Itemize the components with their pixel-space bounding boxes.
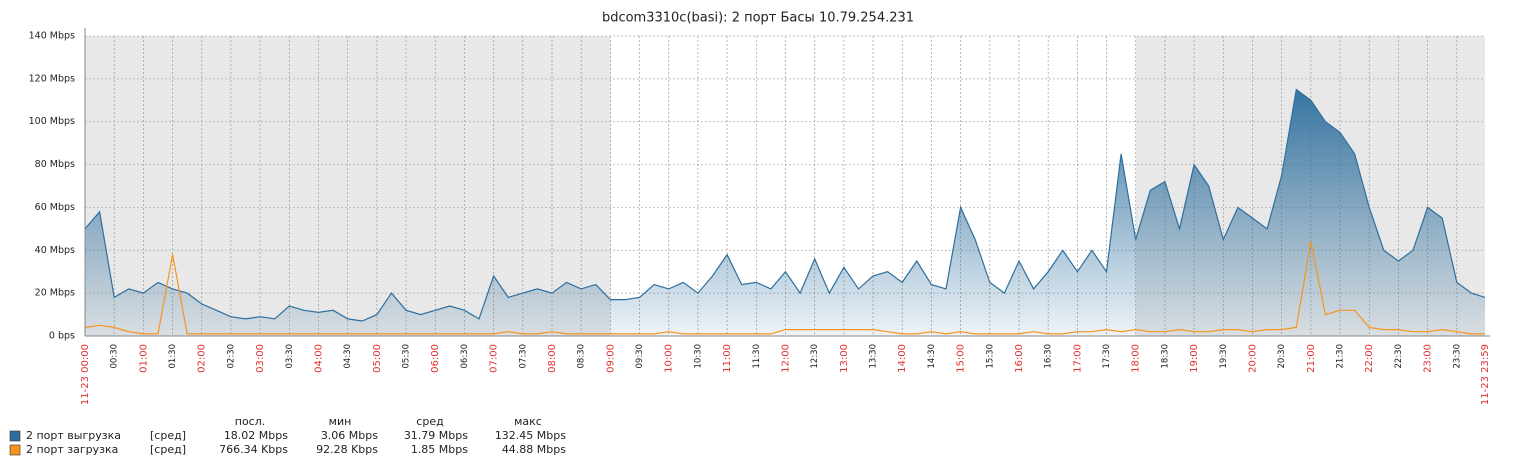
series-area <box>85 89 1485 336</box>
legend-name: 2 порт выгрузка <box>26 429 121 442</box>
x-tick-label: 08:30 <box>577 344 587 369</box>
x-tick-label: 15:30 <box>985 344 995 369</box>
x-tick-label: 04:30 <box>343 344 353 369</box>
y-tick-label: 20 Mbps <box>35 288 75 299</box>
x-tick-label: 14:30 <box>927 344 937 369</box>
legend-stat: 18.02 Mbps <box>224 429 288 442</box>
x-tick-label: 01:30 <box>168 344 178 369</box>
x-tick-label: 18:00 <box>1131 344 1142 373</box>
x-tick-label: 17:00 <box>1072 344 1083 373</box>
series-line <box>84 241 1485 335</box>
x-tick-label: 23:00 <box>1423 344 1434 373</box>
x-tick-label: 21:00 <box>1306 344 1317 373</box>
series-line <box>84 88 1486 322</box>
x-tick-label: 09:00 <box>605 344 616 373</box>
x-tick-label: 12:00 <box>780 344 791 373</box>
x-edge-label: 11-23 23:59 <box>1480 344 1491 405</box>
legend-swatch <box>9 430 21 442</box>
x-tick-label: 11:00 <box>722 344 733 373</box>
x-tick-label: 07:00 <box>489 344 500 373</box>
x-tick-label: 10:30 <box>693 344 703 369</box>
legend-stat: 92.28 Kbps <box>316 443 378 456</box>
x-tick-label: 02:30 <box>226 344 236 369</box>
x-tick-label: 22:00 <box>1364 344 1375 373</box>
chart-title: bdcom3310c(basi): 2 порт Басы 10.79.254.… <box>602 11 914 26</box>
y-tick-label: 100 Mbps <box>29 116 75 127</box>
x-tick-label: 05:30 <box>402 344 412 369</box>
legend-stat: 3.06 Mbps <box>321 429 378 442</box>
legend-function: [сред] <box>150 429 186 442</box>
y-tick-label: 40 Mbps <box>35 245 75 256</box>
legend-stat: 44.88 Mbps <box>502 443 566 456</box>
x-tick-label: 03:30 <box>285 344 295 369</box>
legend-stat: 1.85 Mbps <box>411 443 468 456</box>
x-tick-label: 01:00 <box>138 344 149 373</box>
x-tick-label: 04:00 <box>313 344 324 373</box>
y-tick-label: 0 bps <box>49 331 75 342</box>
legend-swatch <box>9 444 21 456</box>
x-tick-label: 20:30 <box>1277 344 1287 369</box>
x-tick-label: 11:30 <box>752 344 762 369</box>
y-tick-label: 80 Mbps <box>35 159 75 170</box>
legend-stat: 132.45 Mbps <box>495 429 566 442</box>
x-tick-label: 09:30 <box>635 344 645 369</box>
x-tick-label: 13:30 <box>869 344 879 369</box>
x-tick-label: 00:30 <box>110 344 120 369</box>
y-tick-label: 140 Mbps <box>29 31 75 42</box>
legend-name: 2 порт загрузка <box>26 443 118 456</box>
x-tick-label: 03:00 <box>255 344 266 373</box>
x-tick-label: 13:00 <box>839 344 850 373</box>
x-tick-label: 12:30 <box>810 344 820 369</box>
x-tick-label: 02:00 <box>197 344 208 373</box>
legend-header: мин <box>329 415 352 428</box>
x-tick-label: 17:30 <box>1102 344 1112 369</box>
x-tick-label: 06:00 <box>430 344 441 373</box>
legend-header: посл. <box>235 415 266 428</box>
x-tick-label: 14:00 <box>897 344 908 373</box>
legend-header: макс <box>514 415 542 428</box>
x-tick-label: 08:00 <box>547 344 558 373</box>
legend-header: сред <box>416 415 444 428</box>
x-tick-label: 10:00 <box>664 344 675 373</box>
x-tick-label: 06:30 <box>460 344 470 369</box>
legend-function: [сред] <box>150 443 186 456</box>
legend-stat: 31.79 Mbps <box>404 429 468 442</box>
x-tick-label: 21:30 <box>1336 344 1346 369</box>
x-tick-label: 23:30 <box>1452 344 1462 369</box>
x-tick-label: 07:30 <box>518 344 528 369</box>
x-tick-label: 19:00 <box>1189 344 1200 373</box>
y-tick-label: 60 Mbps <box>35 202 75 213</box>
x-tick-label: 19:30 <box>1219 344 1229 369</box>
legend-stat: 766.34 Kbps <box>219 443 288 456</box>
y-tick-label: 120 Mbps <box>29 73 75 84</box>
x-edge-label: 11-23 00:00 <box>80 344 91 405</box>
x-tick-label: 22:30 <box>1394 344 1404 369</box>
x-tick-label: 05:00 <box>372 344 383 373</box>
x-tick-label: 18:30 <box>1160 344 1170 369</box>
x-tick-label: 16:00 <box>1014 344 1025 373</box>
x-tick-label: 16:30 <box>1044 344 1054 369</box>
x-tick-label: 20:00 <box>1247 344 1258 373</box>
x-tick-label: 15:00 <box>956 344 967 373</box>
